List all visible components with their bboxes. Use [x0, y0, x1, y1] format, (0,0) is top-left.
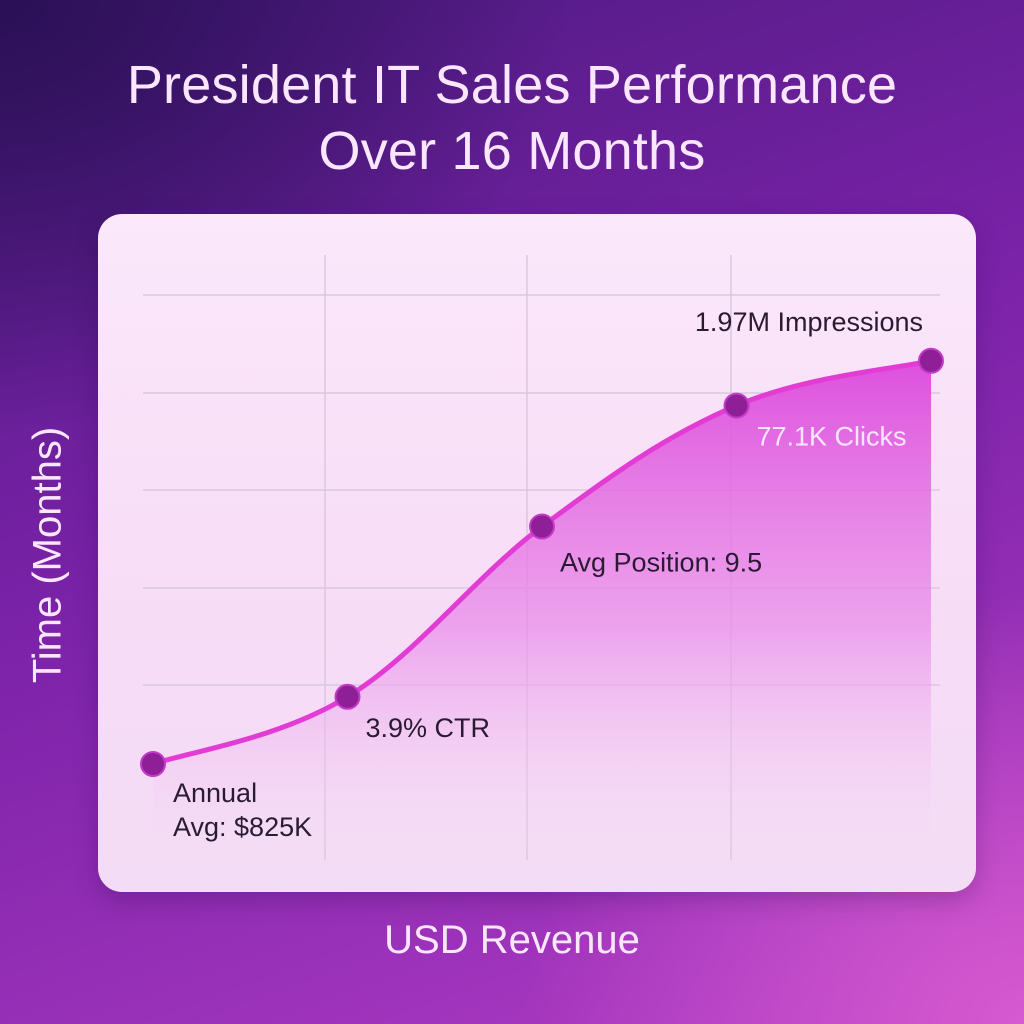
- data-point-2: [529, 513, 555, 540]
- data-label-2-line-0: Avg Position: 9.5: [560, 548, 762, 578]
- data-labels: Annual Avg: $825K 3.9% CTR Avg Position: 9.…: [173, 307, 923, 842]
- data-label-3-line-0: 77.1K Clicks: [757, 422, 907, 452]
- data-label-0-line-0: Annual: [173, 778, 257, 808]
- data-label-4: 1.97M Impressions: [695, 307, 923, 337]
- title-line-2: Over 16 Months: [318, 121, 706, 181]
- data-label-0: Annual Avg: $825K: [173, 778, 312, 842]
- chart-title: President IT Sales Performance Over 16 M…: [0, 52, 1024, 184]
- data-label-4-line-0: 1.97M Impressions: [695, 307, 923, 337]
- data-label-2: Avg Position: 9.5: [560, 548, 762, 578]
- title-line-1: President IT Sales Performance: [126, 55, 898, 115]
- data-label-1: 3.9% CTR: [366, 713, 491, 743]
- data-markers: [140, 347, 944, 777]
- area-fill: [153, 360, 931, 848]
- data-label-1-line-0: 3.9% CTR: [366, 713, 491, 743]
- data-label-0-line-1: Avg: $825K: [173, 812, 312, 842]
- data-point-3: [723, 392, 750, 419]
- data-point-0: [140, 751, 166, 777]
- data-label-3: 77.1K Clicks: [757, 422, 907, 452]
- data-point-1: [334, 683, 361, 710]
- x-axis-label: USD Revenue: [384, 918, 640, 962]
- data-point-4: [918, 347, 944, 374]
